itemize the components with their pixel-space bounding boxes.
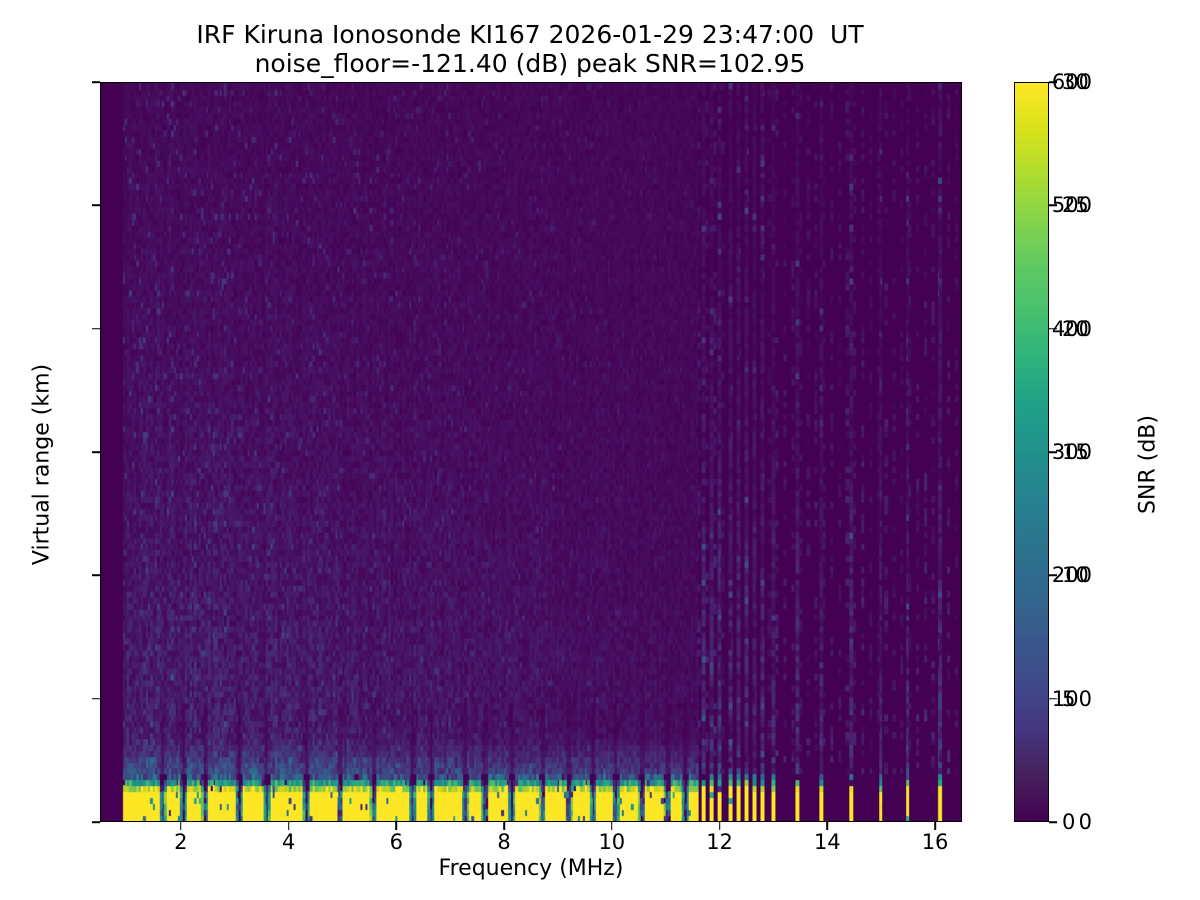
y-tick-label: 300 — [1051, 440, 1092, 464]
ionogram-plot-area — [100, 82, 962, 822]
y-tick-label: 200 — [1051, 563, 1092, 588]
colorbar-tick-label: 5 — [1062, 686, 1076, 711]
colorbar-tick-mark — [1049, 451, 1057, 453]
x-tick-mark — [826, 822, 829, 830]
colorbar-tick-mark — [1049, 574, 1057, 577]
y-tick-label: 500 — [1051, 193, 1092, 218]
x-tick-mark — [934, 822, 936, 830]
colorbar-tick-label: 25 — [1062, 193, 1089, 218]
title-line-1: IRF Kiruna Ionosonde KI167 2026-01-29 23… — [196, 20, 864, 49]
x-tick-mark — [287, 822, 290, 830]
colorbar — [1014, 82, 1049, 822]
colorbar-tick-label: 20 — [1062, 316, 1089, 341]
y-axis-label: Virtual range (km) — [29, 363, 55, 566]
x-tick-label: 12 — [706, 830, 733, 854]
colorbar-tick-label: 10 — [1062, 563, 1089, 588]
y-tick-label: 400 — [1051, 316, 1092, 341]
y-tick-mark — [92, 451, 100, 453]
colorbar-tick-mark — [1049, 697, 1057, 700]
y-tick-mark — [92, 821, 100, 823]
x-tick-label: 10 — [598, 830, 626, 854]
y-tick-mark — [92, 204, 100, 207]
ionogram-heatmap — [101, 83, 961, 821]
y-tick-label: 100 — [1051, 686, 1092, 711]
colorbar-tick-label: 0 — [1062, 810, 1076, 834]
x-tick-mark — [611, 822, 613, 830]
x-tick-label: 16 — [921, 830, 949, 854]
x-tick-mark — [395, 822, 398, 830]
x-tick-label: 8 — [497, 830, 511, 854]
x-tick-label: 14 — [813, 830, 841, 854]
y-tick-mark — [92, 574, 100, 577]
colorbar-tick-mark — [1049, 81, 1057, 83]
y-tick-mark — [92, 697, 100, 700]
colorbar-tick-mark — [1049, 821, 1057, 823]
y-tick-label: 600 — [1051, 70, 1092, 94]
x-tick-label: 4 — [281, 830, 296, 854]
chart-title: IRF Kiruna Ionosonde KI167 2026-01-29 23… — [0, 20, 1060, 78]
y-tick-mark — [92, 81, 100, 83]
colorbar-tick-mark — [1049, 327, 1057, 330]
x-axis-label: Frequency (MHz) — [438, 856, 624, 881]
x-tick-label: 6 — [389, 830, 403, 854]
y-tick-mark — [92, 327, 100, 330]
colorbar-label: SNR (dB) — [1135, 415, 1161, 514]
y-tick-label: 0 — [1078, 810, 1092, 834]
x-tick-label: 2 — [174, 830, 188, 854]
x-tick-mark — [503, 822, 505, 830]
colorbar-tick-label: 15 — [1062, 440, 1089, 464]
title-line-2: noise_floor=-121.40 (dB) peak SNR=102.95 — [254, 49, 806, 78]
colorbar-tick-label: 30 — [1062, 70, 1089, 94]
x-tick-mark — [180, 822, 182, 830]
x-tick-mark — [718, 822, 721, 830]
colorbar-tick-mark — [1049, 204, 1057, 207]
